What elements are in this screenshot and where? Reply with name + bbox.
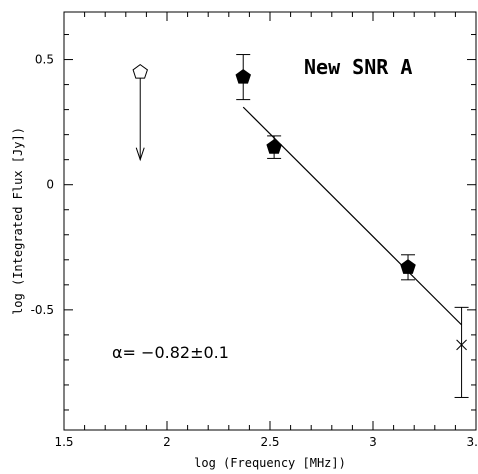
data-point — [235, 68, 251, 84]
tick-labels: 1.5 2 2.5 3 3.5 0.5 0 -0.5 — [31, 53, 478, 449]
data-point — [400, 259, 416, 274]
x-tick-label: 1.5 — [54, 435, 73, 449]
cross-marker — [456, 339, 467, 351]
y-axis-label: log (Integrated Flux [Jy]) — [11, 127, 25, 315]
x-tick-label: 3 — [369, 435, 377, 449]
y-tick-label: 0.5 — [35, 53, 54, 67]
marks — [132, 54, 469, 398]
fit-line — [242, 106, 463, 326]
arrow-head — [135, 147, 145, 162]
ticks — [63, 12, 477, 430]
y-tick-label: 0 — [46, 178, 54, 192]
data-point-upper-limit — [132, 63, 148, 79]
alpha-annotation: α= −0.82±0.1 — [112, 343, 229, 362]
x-tick-label: 3.5 — [466, 435, 478, 449]
x-tick-label: 2.5 — [260, 435, 279, 449]
plot-frame — [63, 11, 477, 431]
x-tick-label: 2 — [163, 435, 171, 449]
chart-title: New SNR A — [304, 55, 412, 79]
y-tick-label: -0.5 — [31, 303, 54, 317]
x-axis-label: log (Frequency [MHz]) — [194, 456, 346, 470]
data-point — [266, 139, 282, 154]
